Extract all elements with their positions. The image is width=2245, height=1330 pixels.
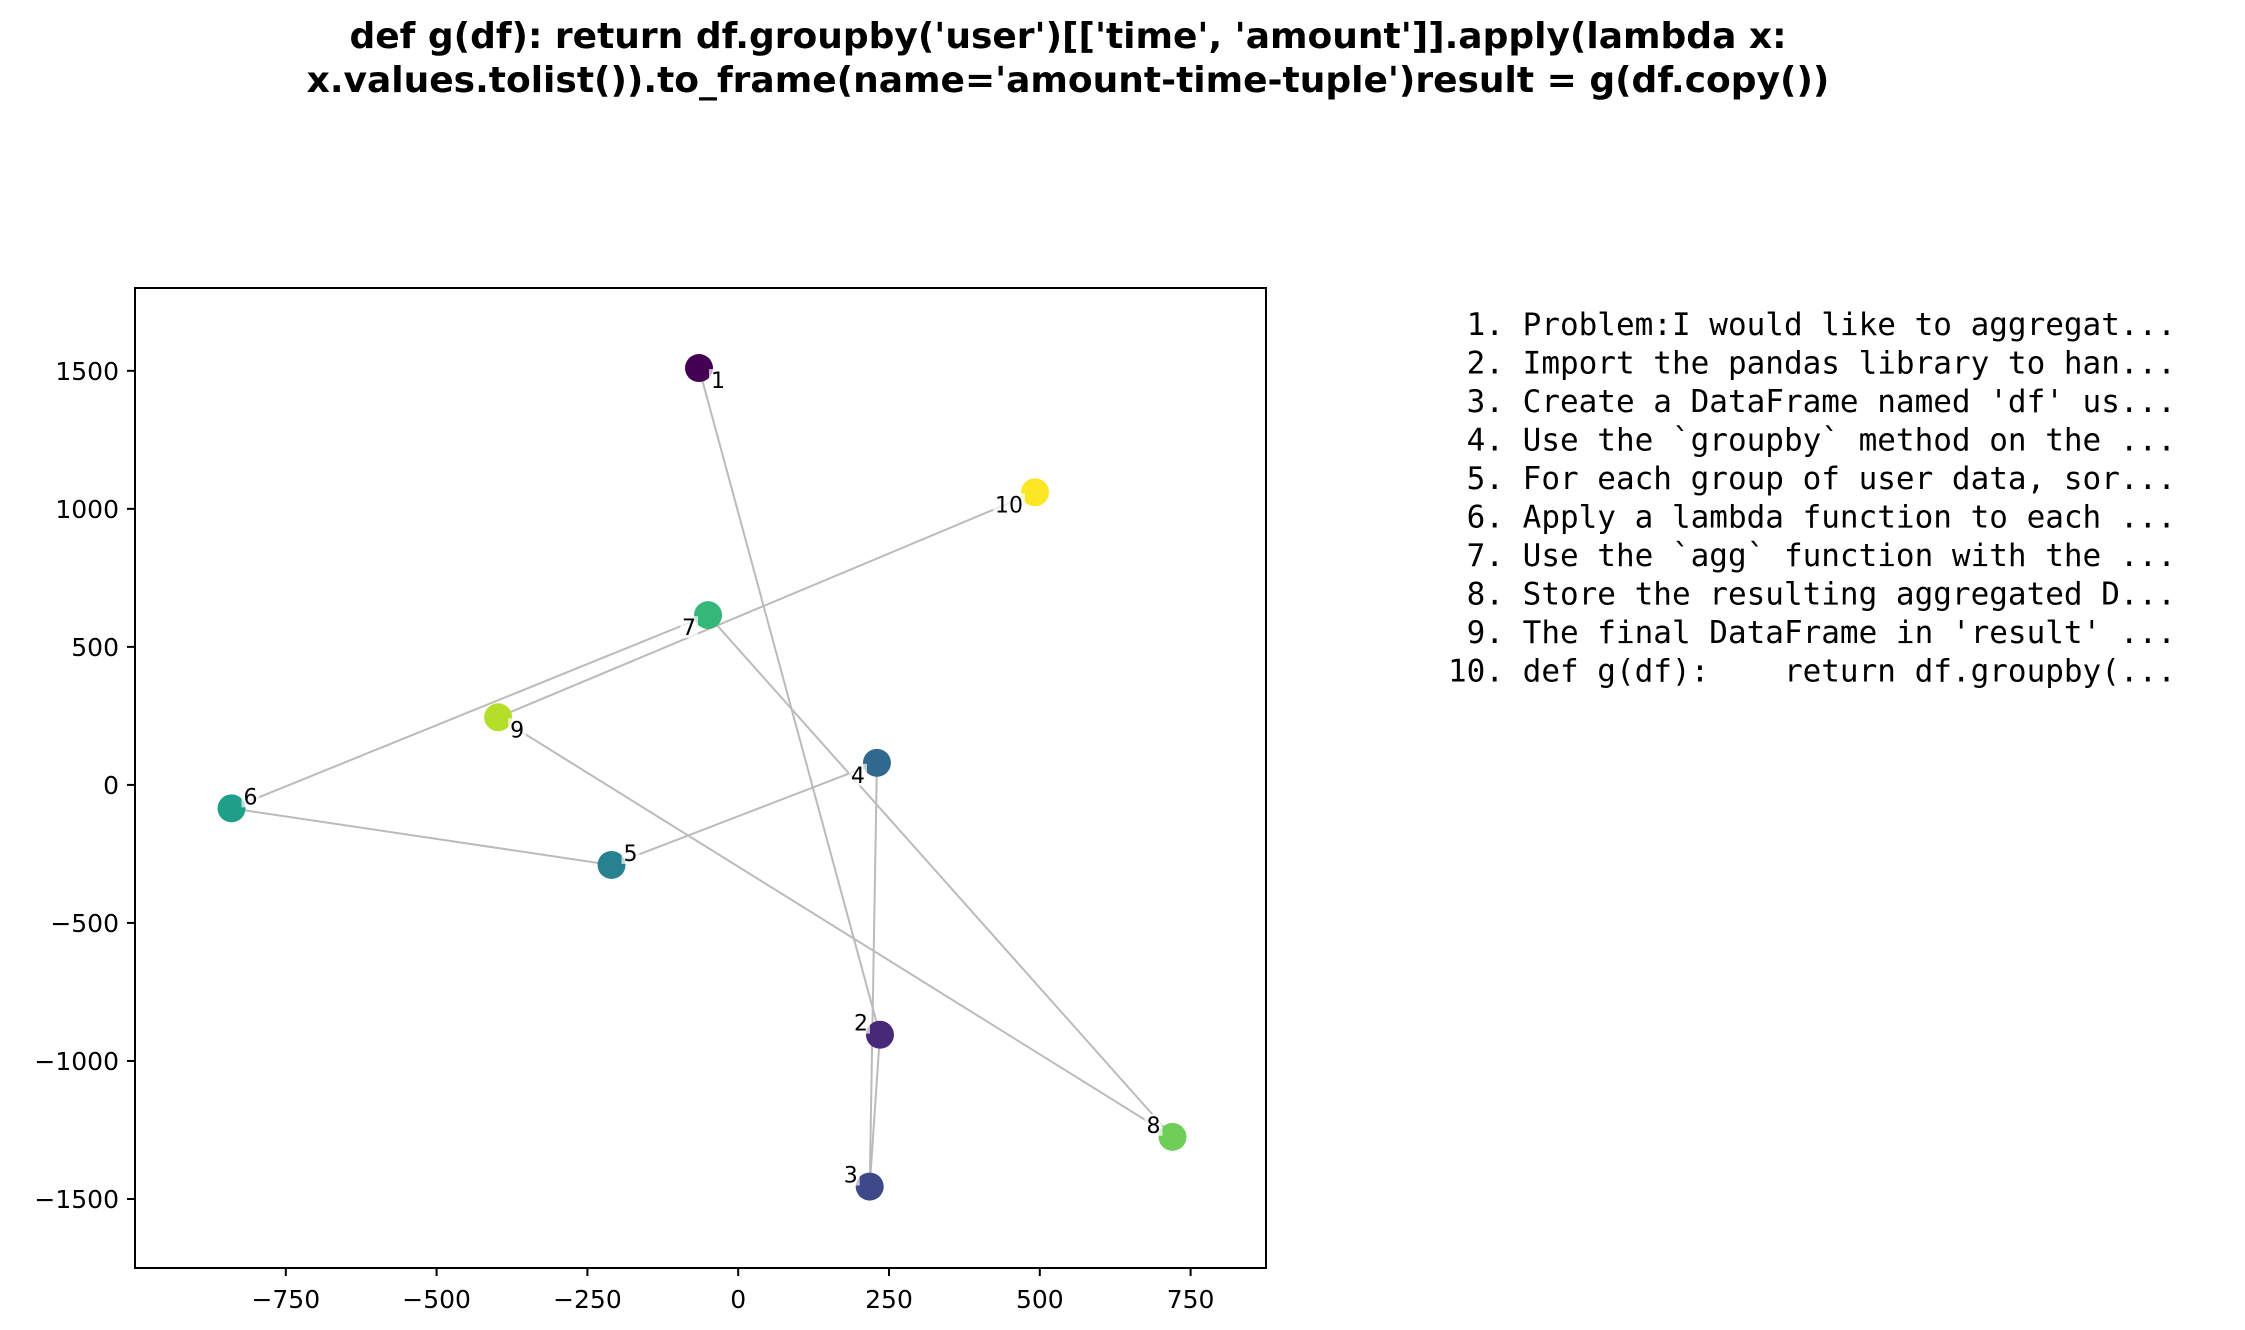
point-label-background-1 xyxy=(708,369,727,392)
point-label-9: 9 xyxy=(510,718,524,743)
point-label-4: 4 xyxy=(851,764,865,789)
y-tick-label: −1500 xyxy=(34,1185,119,1214)
point-label-background-5 xyxy=(621,841,640,864)
step-item-10: 10. def g(df): return df.groupby(... xyxy=(1448,654,2176,690)
scatter-point-8 xyxy=(1158,1122,1187,1151)
x-axis-ticks: −750 −500 −250 0 250 500 750 xyxy=(251,1268,1214,1314)
step-item-5: 5. For each group of user data, sor... xyxy=(1448,461,2176,497)
chart-title-line-1: def g(df): return df.groupby('user')[['t… xyxy=(349,16,1786,57)
steps-list: 1. Problem:I would like to aggregat... 2… xyxy=(1448,307,2176,690)
x-tick-label: −500 xyxy=(402,1285,471,1314)
step-item-7: 7. Use the `agg` function with the ... xyxy=(1448,538,2176,574)
scatter-point-10 xyxy=(1020,478,1049,507)
connector-line-1-2 xyxy=(698,367,881,1035)
step-item-8: 8. Store the resulting aggregated D... xyxy=(1448,577,2176,613)
step-item-3: 3. Create a DataFrame named 'df' us... xyxy=(1448,384,2176,420)
connector-line-2-3 xyxy=(868,1034,881,1187)
y-axis-ticks: −1500 −1000 −500 0 500 1000 1500 xyxy=(34,357,135,1214)
scatter-point-6 xyxy=(217,794,246,823)
point-label-7: 7 xyxy=(682,616,696,641)
point-label-background-9 xyxy=(508,718,527,741)
scatter-point-7 xyxy=(694,601,723,630)
point-label-background-6 xyxy=(241,785,260,808)
connector-line-3-4 xyxy=(868,762,878,1187)
connector-line-6-7 xyxy=(231,614,709,810)
chart-title-line-2: x.values.tolist()).to_frame(name='amount… xyxy=(307,60,1830,101)
scatter-point-2 xyxy=(865,1020,894,1049)
step-item-2: 2. Import the pandas library to han... xyxy=(1448,346,2176,382)
y-tick-label: −1000 xyxy=(34,1047,119,1076)
connector-line-9-10 xyxy=(497,491,1036,719)
chart-title: def g(df): return df.groupby('user')[['t… xyxy=(307,16,1830,101)
y-tick-label: −500 xyxy=(50,909,119,938)
point-label-10: 10 xyxy=(995,493,1023,518)
x-tick-label: 250 xyxy=(865,1285,913,1314)
point-label-3: 3 xyxy=(844,1164,858,1189)
point-labels: 1 2 3 4 5 6 7 8 9 10 xyxy=(241,369,1163,1189)
scatter-point-4 xyxy=(862,748,891,777)
step-item-4: 4. Use the `groupby` method on the ... xyxy=(1448,423,2176,459)
point-label-2: 2 xyxy=(854,1012,868,1037)
point-label-5: 5 xyxy=(624,842,638,867)
point-label-8: 8 xyxy=(1147,1114,1161,1139)
step-item-1: 1. Problem:I would like to aggregat... xyxy=(1448,307,2176,343)
connector-line-5-6 xyxy=(231,807,612,866)
y-tick-label: 1500 xyxy=(55,357,119,386)
point-label-1: 1 xyxy=(711,369,725,394)
connector-line-4-5 xyxy=(611,761,878,866)
x-tick-label: 750 xyxy=(1167,1285,1215,1314)
y-tick-label: 1000 xyxy=(55,495,119,524)
scatter-point-9 xyxy=(484,703,513,732)
connector-line-7-8 xyxy=(707,614,1174,1138)
scatter-point-5 xyxy=(597,850,626,879)
step-item-9: 9. The final DataFrame in 'result' ... xyxy=(1448,615,2176,651)
y-tick-label: 500 xyxy=(71,633,119,662)
plot-area: 1 2 3 4 5 6 7 8 9 10 −750 −500 −250 0 250 500 750 −1500… xyxy=(34,287,1267,1314)
x-tick-label: −250 xyxy=(553,1285,622,1314)
scatter-points xyxy=(217,354,1187,1201)
point-label-background-10 xyxy=(992,493,1025,516)
x-tick-label: −750 xyxy=(251,1285,320,1314)
point-label-background-8 xyxy=(1144,1113,1163,1136)
point-label-background-3 xyxy=(841,1163,860,1186)
point-label-background-4 xyxy=(848,763,867,786)
point-label-6: 6 xyxy=(244,785,258,810)
step-item-6: 6. Apply a lambda function to each ... xyxy=(1448,500,2176,536)
scatter-point-1 xyxy=(684,354,713,383)
point-label-background-7 xyxy=(680,616,699,639)
axes-frame xyxy=(134,287,1267,1269)
x-tick-label: 500 xyxy=(1016,1285,1064,1314)
connector-line-8-9 xyxy=(497,716,1174,1138)
x-tick-label: 0 xyxy=(730,1285,746,1314)
point-label-background-2 xyxy=(851,1011,870,1034)
connector-lines xyxy=(231,367,1174,1187)
y-tick-label: 0 xyxy=(103,771,119,800)
scatter-point-3 xyxy=(855,1172,884,1201)
